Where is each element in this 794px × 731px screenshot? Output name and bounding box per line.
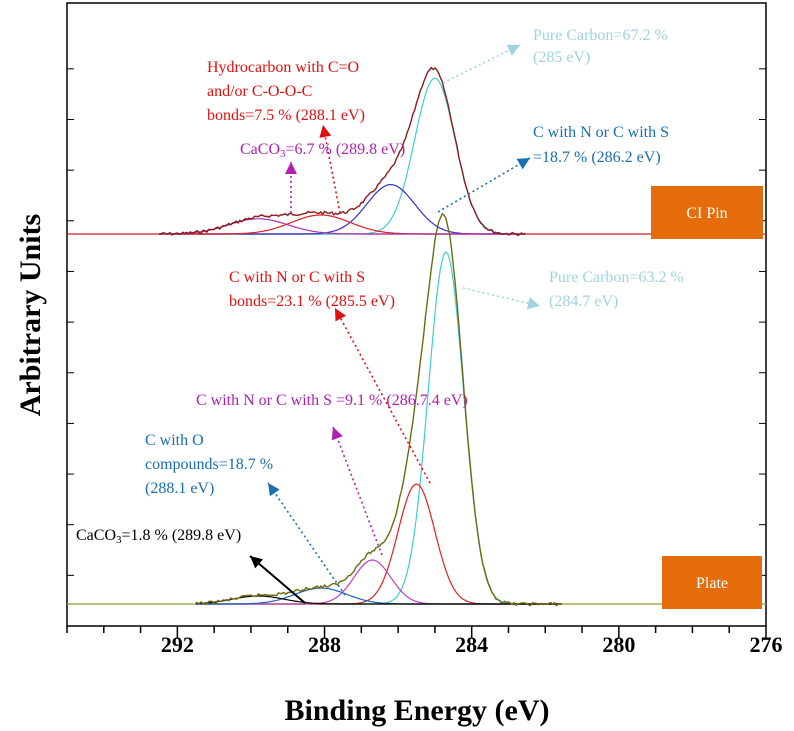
arrow-bottom-cn2-head bbox=[331, 427, 343, 441]
top-hydrocarbon-label-2: and/or C-O-O-C bbox=[207, 83, 312, 100]
arrow-top-cn-head bbox=[516, 158, 530, 170]
x-axis-title: Binding Energy (eV) bbox=[284, 694, 549, 727]
bottom-co-label-1: C with O bbox=[145, 432, 204, 449]
peak-0-2 bbox=[159, 214, 525, 235]
arrow-bottom-cn-head bbox=[335, 308, 346, 322]
x-tick-labels: 292 288 284 280 276 bbox=[161, 632, 783, 657]
ci-pin-box-label: CI Pin bbox=[686, 205, 727, 222]
arrow-bottom-cn2 bbox=[332, 426, 383, 556]
envelope-0 bbox=[158, 66, 526, 237]
bottom-pure-carbon-label-2: (284.7 eV) bbox=[549, 293, 618, 310]
top-hydrocarbon-label-1: Hydrocarbon with C=O bbox=[207, 59, 359, 76]
x-tick-label-288: 288 bbox=[308, 632, 341, 657]
plate-box bbox=[662, 556, 762, 609]
arrow-bottom-co-head bbox=[268, 483, 280, 497]
x-tick-label-292: 292 bbox=[161, 632, 194, 657]
top-cn-label-1: C with N or C with S bbox=[533, 124, 669, 141]
peak-1-2 bbox=[195, 559, 562, 605]
axis-ticks bbox=[66, 68, 767, 638]
x-tick-label-280: 280 bbox=[602, 632, 635, 657]
plot-frame bbox=[66, 2, 767, 627]
top-pure-carbon-label-2: (285 eV) bbox=[533, 49, 590, 66]
top-caco3-suffix: =6.7 % (289.8 eV) bbox=[286, 141, 406, 158]
x-tick-label-276: 276 bbox=[750, 632, 783, 657]
peak-0-1 bbox=[159, 183, 525, 235]
bottom-cn-label-1: C with N or C with S bbox=[229, 269, 365, 286]
spectra-curves bbox=[67, 66, 766, 607]
plate-box-label: Plate bbox=[696, 575, 728, 592]
top-caco3-sub: 3 bbox=[280, 148, 286, 160]
arrow-bottom-pure-carbon bbox=[462, 287, 541, 307]
annotation-arrows bbox=[249, 44, 541, 604]
envelope-1 bbox=[195, 212, 563, 607]
top-pure-carbon-label-1: Pure Carbon=67.2 % bbox=[533, 27, 668, 44]
arrow-top-pure-carbon-head bbox=[506, 44, 520, 56]
top-caco3-prefix: CaCO bbox=[240, 141, 280, 158]
peak-0-3 bbox=[159, 218, 525, 235]
ci-pin-box bbox=[651, 186, 763, 239]
arrow-bottom-co bbox=[267, 482, 346, 596]
bottom-caco3-label: CaCO3=1.8 % (289.8 eV) bbox=[76, 527, 241, 546]
top-hydrocarbon-label-3: bonds=7.5 % (288.1 eV) bbox=[207, 107, 365, 124]
bottom-pure-carbon-label-1: Pure Carbon=63.2 % bbox=[549, 269, 684, 286]
top-cn-label-2: =18.7 % (286.2 eV) bbox=[533, 149, 661, 166]
y-axis-title: Arbitrary Units bbox=[14, 214, 47, 416]
top-caco3-label: CaCO3=6.7 % (289.8 eV) bbox=[240, 141, 405, 160]
bottom-caco3-suffix: =1.8 % (289.8 eV) bbox=[122, 527, 242, 544]
x-tick-label-284: 284 bbox=[455, 632, 488, 657]
bottom-co-label-2: compounds=18.7 % bbox=[145, 456, 273, 473]
arrow-top-hydrocarbon-head bbox=[319, 125, 332, 138]
arrow-bottom-caco3-head bbox=[250, 556, 263, 569]
arrow-top-caco3-head bbox=[285, 162, 297, 174]
bottom-caco3-sub: 3 bbox=[116, 534, 122, 546]
arrow-bottom-caco3 bbox=[249, 555, 306, 604]
arrow-top-hydrocarbon bbox=[322, 124, 341, 214]
arrow-bottom-pure-carbon-head bbox=[526, 297, 540, 310]
bottom-cn2-label: C with N or C with S =9.1 % (286.7.4 eV) bbox=[196, 392, 468, 409]
arrow-top-pure-carbon bbox=[442, 44, 521, 84]
arrow-top-cn bbox=[437, 157, 531, 213]
peak-1-1 bbox=[195, 483, 562, 605]
arrow-bottom-cn bbox=[334, 307, 431, 484]
bottom-co-label-3: (288.1 eV) bbox=[145, 480, 214, 497]
bottom-caco3-prefix: CaCO bbox=[76, 527, 116, 544]
bottom-cn-label-2: bonds=23.1 % (285.5 eV) bbox=[229, 293, 395, 310]
